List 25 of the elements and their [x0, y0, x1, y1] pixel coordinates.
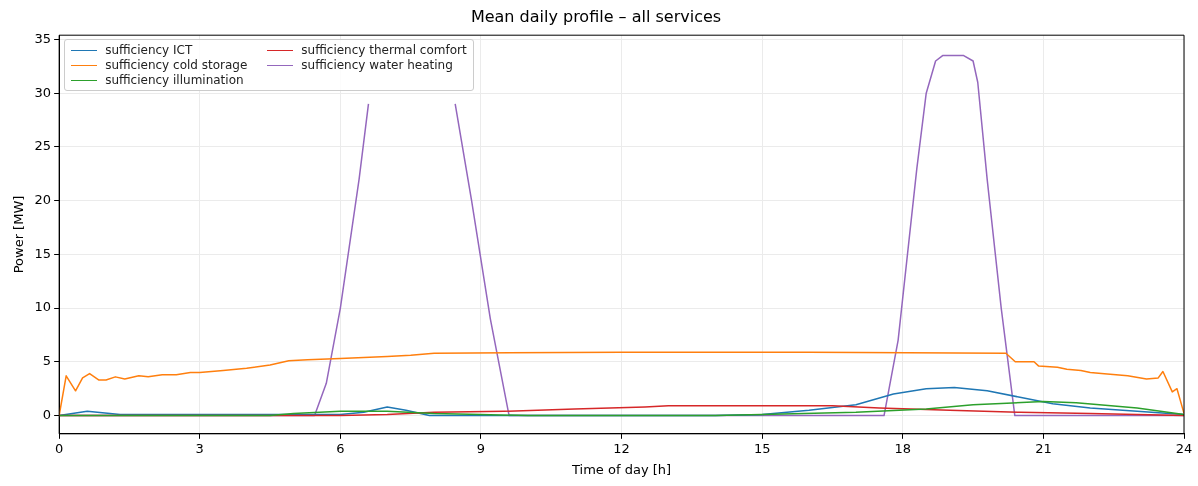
legend-label: sufficiency illumination	[105, 73, 244, 88]
y-tick-label: 35	[34, 30, 52, 46]
x-tick-label: 12	[613, 440, 630, 456]
legend-label: sufficiency thermal comfort	[301, 43, 467, 58]
legend-label: sufficiency cold storage	[105, 58, 248, 73]
x-axis-title: Time of day [h]	[571, 461, 672, 477]
y-tick-label: 25	[34, 138, 52, 154]
y-tick-label: 10	[34, 299, 52, 315]
legend-label: sufficiency water heating	[301, 58, 453, 73]
y-tick-label: 20	[34, 192, 52, 208]
x-tick-label: 24	[1175, 440, 1193, 456]
y-tick-label: 0	[42, 406, 52, 422]
x-tick-label: 18	[894, 440, 912, 456]
x-tick-label: 15	[753, 440, 771, 456]
y-tick-label: 30	[34, 84, 52, 100]
x-tick-label: 21	[1035, 440, 1052, 456]
y-tick-label: 15	[34, 245, 52, 261]
legend-label: sufficiency ICT	[105, 43, 193, 58]
y-axis-title: Power [MW]	[11, 195, 27, 274]
chart-title: Mean daily profile – all services	[470, 6, 722, 26]
x-tick-label: 0	[55, 440, 64, 456]
x-tick-label: 9	[476, 440, 486, 456]
x-tick-label: 6	[336, 440, 345, 456]
y-tick-label: 5	[42, 353, 52, 369]
x-tick-label: 3	[195, 440, 204, 456]
